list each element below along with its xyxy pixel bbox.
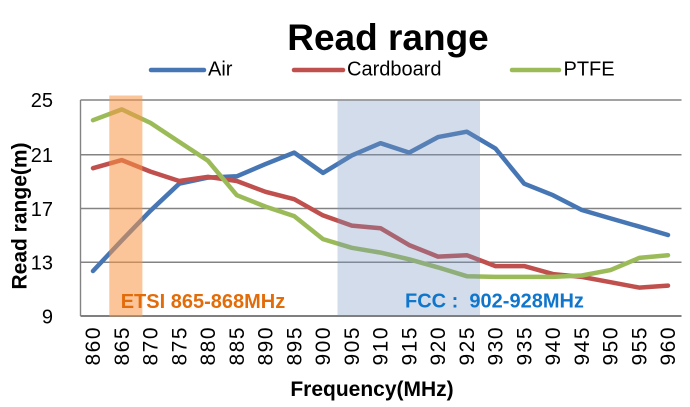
svg-text:9: 9 xyxy=(42,306,53,328)
svg-text:Read range: Read range xyxy=(287,17,489,58)
svg-text:875: 875 xyxy=(168,326,191,366)
svg-text:860: 860 xyxy=(82,326,105,366)
svg-text:FCC : 902-928MHz: FCC : 902-928MHz xyxy=(405,291,584,313)
svg-text:Read range(m): Read range(m) xyxy=(9,142,32,289)
svg-text:905: 905 xyxy=(341,326,364,366)
svg-text:930: 930 xyxy=(485,326,508,366)
svg-text:Cardboard: Cardboard xyxy=(347,59,442,81)
svg-text:950: 950 xyxy=(600,326,623,366)
svg-text:920: 920 xyxy=(427,326,450,366)
svg-text:ETSI 865-868MHz: ETSI 865-868MHz xyxy=(121,291,286,313)
svg-text:Air: Air xyxy=(208,59,233,81)
svg-text:Frequency(MHz): Frequency(MHz) xyxy=(290,378,453,401)
svg-text:955: 955 xyxy=(628,326,651,366)
svg-text:900: 900 xyxy=(312,326,335,366)
svg-text:940: 940 xyxy=(542,326,565,366)
svg-text:21: 21 xyxy=(31,145,53,167)
svg-text:895: 895 xyxy=(283,326,306,366)
svg-text:925: 925 xyxy=(456,326,479,366)
svg-text:960: 960 xyxy=(657,326,680,366)
svg-text:865: 865 xyxy=(111,326,134,366)
svg-text:915: 915 xyxy=(398,326,421,366)
svg-text:945: 945 xyxy=(571,326,594,366)
svg-text:910: 910 xyxy=(370,326,393,366)
svg-text:880: 880 xyxy=(197,326,220,366)
svg-text:13: 13 xyxy=(31,253,53,275)
svg-text:885: 885 xyxy=(226,326,249,366)
svg-text:890: 890 xyxy=(255,326,278,366)
svg-text:PTFE: PTFE xyxy=(564,59,615,81)
svg-text:870: 870 xyxy=(140,326,163,366)
svg-text:935: 935 xyxy=(513,326,536,366)
svg-text:17: 17 xyxy=(31,199,53,221)
svg-text:25: 25 xyxy=(31,90,53,112)
